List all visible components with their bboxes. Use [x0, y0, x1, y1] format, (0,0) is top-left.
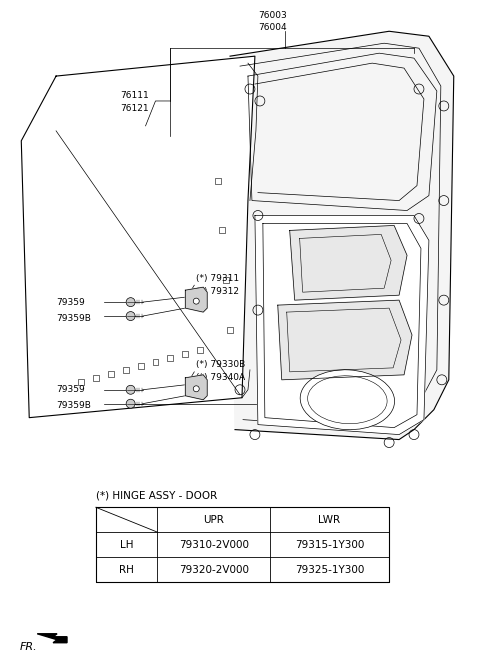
- Bar: [108, 371, 114, 377]
- Polygon shape: [255, 216, 429, 435]
- Bar: [78, 379, 84, 385]
- Polygon shape: [37, 634, 67, 643]
- Text: LH: LH: [120, 539, 133, 549]
- Text: UPR: UPR: [203, 515, 224, 525]
- Polygon shape: [230, 31, 454, 440]
- Circle shape: [126, 385, 135, 394]
- Circle shape: [193, 298, 199, 304]
- Circle shape: [126, 297, 135, 307]
- Polygon shape: [185, 287, 207, 312]
- Circle shape: [126, 399, 135, 408]
- Text: 79325-1Y300: 79325-1Y300: [295, 565, 364, 574]
- Text: (*) HINGE ASSY - DOOR: (*) HINGE ASSY - DOOR: [96, 490, 217, 500]
- Bar: [197, 347, 203, 353]
- Text: (*) 79340A: (*) 79340A: [196, 373, 245, 383]
- Text: 79359: 79359: [56, 385, 85, 394]
- Text: 76121: 76121: [120, 105, 149, 113]
- Polygon shape: [278, 300, 412, 380]
- Bar: [227, 327, 233, 333]
- Polygon shape: [290, 226, 407, 300]
- Bar: [93, 375, 99, 381]
- Bar: [215, 178, 221, 184]
- Text: 76111: 76111: [120, 92, 149, 100]
- Text: 76003: 76003: [258, 11, 287, 20]
- Text: 79315-1Y300: 79315-1Y300: [295, 539, 364, 549]
- Bar: [223, 277, 229, 283]
- Text: 79359: 79359: [56, 297, 85, 307]
- Text: RH: RH: [119, 565, 134, 574]
- Text: LWR: LWR: [318, 515, 340, 525]
- Bar: [219, 227, 225, 233]
- Circle shape: [193, 386, 199, 392]
- Text: 76004: 76004: [258, 23, 287, 31]
- Text: 79310-2V000: 79310-2V000: [179, 539, 249, 549]
- Text: (*) 79312: (*) 79312: [196, 287, 239, 295]
- Text: 79320-2V000: 79320-2V000: [179, 565, 249, 574]
- Text: 79359B: 79359B: [56, 314, 91, 322]
- Circle shape: [126, 312, 135, 320]
- Bar: [153, 359, 158, 365]
- Polygon shape: [185, 375, 207, 400]
- Text: (*) 79311: (*) 79311: [196, 274, 240, 283]
- Polygon shape: [21, 56, 255, 417]
- Text: FR.: FR.: [19, 642, 37, 652]
- Text: 79359B: 79359B: [56, 401, 91, 410]
- Text: (*) 79330B: (*) 79330B: [196, 360, 245, 369]
- Bar: [138, 363, 144, 369]
- Bar: [123, 367, 129, 373]
- Ellipse shape: [300, 370, 395, 429]
- Bar: [182, 351, 188, 357]
- Bar: [168, 355, 173, 361]
